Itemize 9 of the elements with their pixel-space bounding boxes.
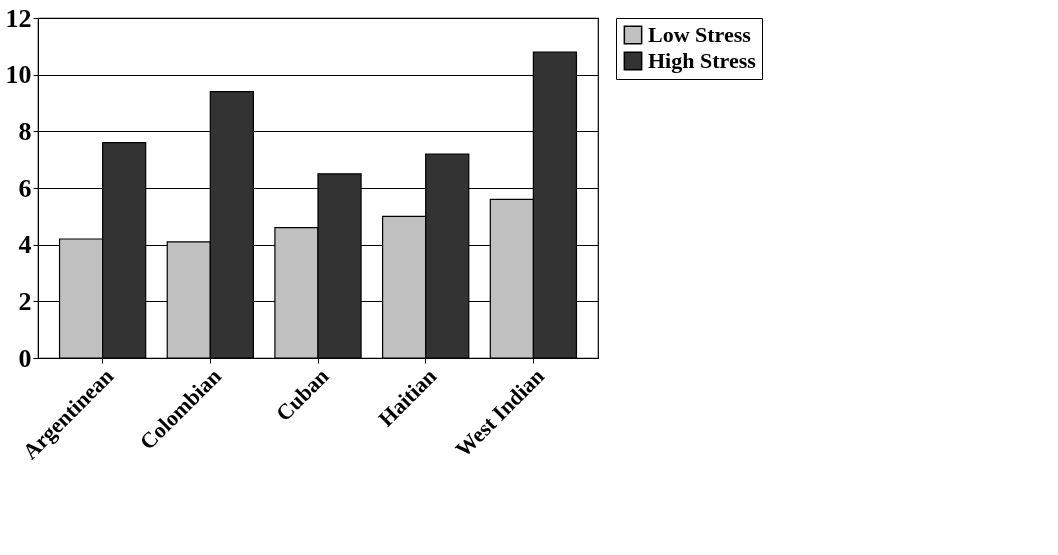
legend-label: Low Stress bbox=[648, 22, 752, 47]
y-tick-label: 2 bbox=[18, 286, 32, 316]
y-tick-label: 12 bbox=[5, 3, 32, 33]
legend-label: High Stress bbox=[648, 48, 757, 73]
y-tick-label: 8 bbox=[18, 116, 32, 146]
y-tick-label: 6 bbox=[18, 173, 32, 203]
y-tick-label: 10 bbox=[5, 60, 32, 90]
y-tick-label: 4 bbox=[18, 230, 32, 260]
y-tick-label: 0 bbox=[18, 343, 32, 373]
